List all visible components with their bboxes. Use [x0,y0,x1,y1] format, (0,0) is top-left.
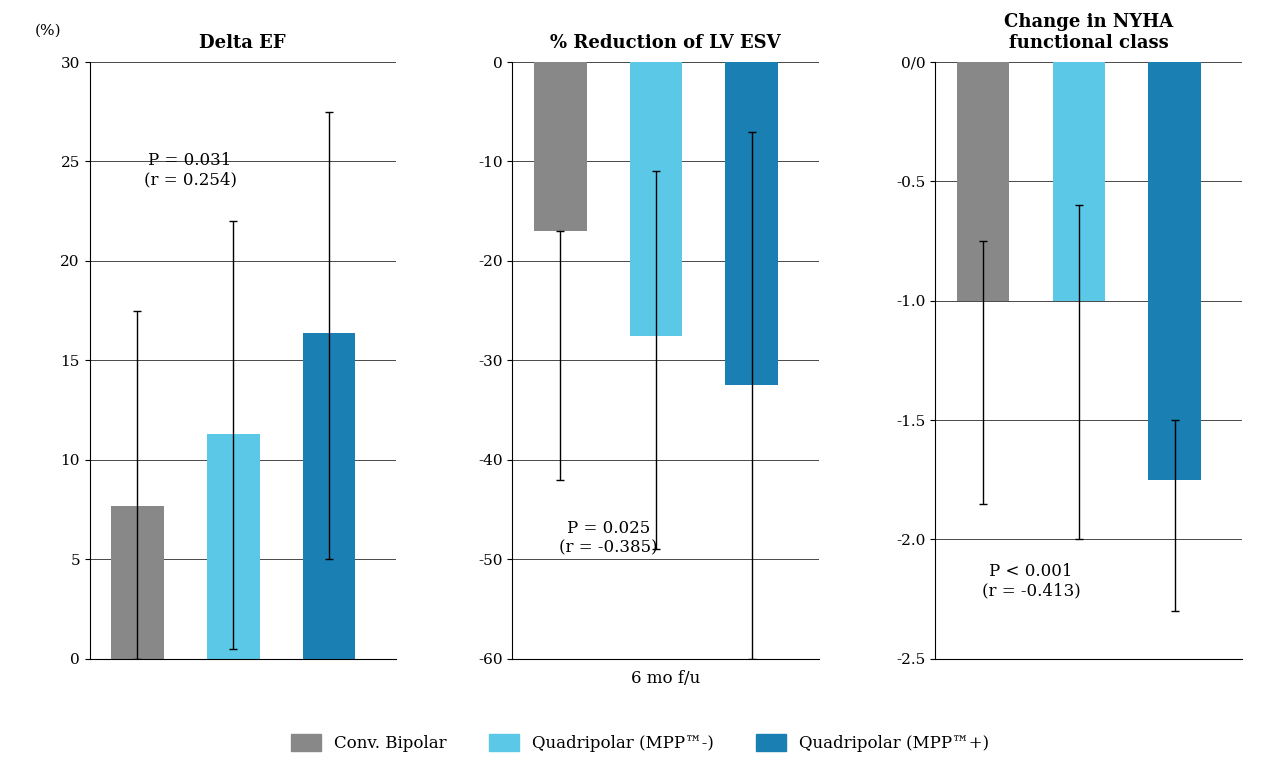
Legend: Conv. Bipolar, Quadripolar (MPP™-), Quadripolar (MPP™+): Conv. Bipolar, Quadripolar (MPP™-), Quad… [284,728,996,759]
Bar [1148,62,1201,480]
Text: (%): (%) [35,24,61,38]
Bar [207,434,260,659]
Text: P = 0.031
(r = 0.254): P = 0.031 (r = 0.254) [143,152,237,188]
X-axis label: 6 mo f/u: 6 mo f/u [631,670,700,687]
Bar [1052,62,1105,301]
Title: Delta EF: Delta EF [200,34,287,52]
Bar [726,62,778,385]
Bar [534,62,586,231]
Text: P < 0.001
(r = -0.413): P < 0.001 (r = -0.413) [982,563,1080,600]
Bar [302,332,356,659]
Title: Change in NYHA
functional class: Change in NYHA functional class [1004,13,1172,52]
Bar [111,505,164,659]
Bar [956,62,1010,301]
Text: P = 0.025
(r = -0.385): P = 0.025 (r = -0.385) [559,519,658,556]
Title: % Reduction of LV ESV: % Reduction of LV ESV [550,34,781,52]
Bar [630,62,682,336]
